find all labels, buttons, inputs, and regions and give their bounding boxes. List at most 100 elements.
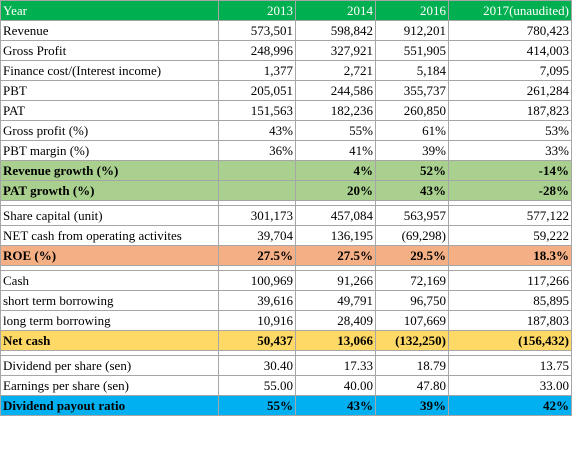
cell: 10,916 [218,310,296,331]
cell: -14% [448,160,572,181]
cell: 39% [375,395,449,416]
cell: 47.80 [375,375,449,396]
cell: 187,823 [448,100,572,121]
cell: Gross profit (%) [0,120,219,141]
cell: 59,222 [448,225,572,246]
cell: 551,905 [375,40,449,61]
cell: PBT [0,80,219,101]
cell: Dividend payout ratio [0,395,219,416]
cell: 61% [375,120,449,141]
cell: 43% [375,180,449,201]
cell: 39,704 [218,225,296,246]
data-row: Revenue growth (%) 4% 52% -14% [0,160,572,181]
cell: Cash [0,270,219,291]
cell: NET cash from operating activites [0,225,219,246]
cell: 13,066 [295,330,376,351]
data-row: PAT growth (%) 20% 43% -28% [0,180,572,201]
cell: 260,850 [375,100,449,121]
cell: 577,122 [448,205,572,226]
cell: 2017(unaudited) [448,0,572,21]
cell: 39% [375,140,449,161]
cell: 13.75 [448,355,572,376]
cell: 43% [295,395,376,416]
data-row: Earnings per share (sen) 55.00 40.00 47.80 3… [0,375,572,396]
cell: 301,173 [218,205,296,226]
cell: 2016 [375,0,449,21]
data-row: PBT 205,051 244,586 355,737 261,284 [0,80,572,101]
cell: 27.5% [295,245,376,266]
cell: 355,737 [375,80,449,101]
data-row: Revenue 573,501 598,842 912,201 780,423 [0,20,572,41]
cell: 2014 [295,0,376,21]
cell: 33.00 [448,375,572,396]
data-row: Finance cost/(Interest income) 1,377 2,721… [0,60,572,81]
cell: 50,437 [218,330,296,351]
cell: 414,003 [448,40,572,61]
cell: 27.5% [218,245,296,266]
cell: (156,432) [448,330,572,351]
cell: Earnings per share (sen) [0,375,219,396]
data-row: PBT margin (%) 36% 41% 39% 33% [0,140,572,161]
data-row: long term borrowing 10,916 28,409 107,669 18… [0,310,572,331]
cell: 55.00 [218,375,296,396]
data-row: PAT 151,563 182,236 260,850 187,823 [0,100,572,121]
cell: 53% [448,120,572,141]
cell: Share capital (unit) [0,205,219,226]
cell: 20% [295,180,376,201]
cell: 42% [448,395,572,416]
cell: 136,195 [295,225,376,246]
cell: 18.3% [448,245,572,266]
cell: 29.5% [375,245,449,266]
cell: 107,669 [375,310,449,331]
cell: Dividend per share (sen) [0,355,219,376]
cell: short term borrowing [0,290,219,311]
cell: 30.40 [218,355,296,376]
cell: 205,051 [218,80,296,101]
cell: Revenue growth (%) [0,160,219,181]
cell: (132,250) [375,330,449,351]
data-row: Net cash 50,437 13,066 (132,250) (156,432) [0,330,572,351]
cell: 100,969 [218,270,296,291]
cell: 85,895 [448,290,572,311]
data-row: ROE (%) 27.5% 27.5% 29.5% 18.3% [0,245,572,266]
cell: 244,586 [295,80,376,101]
cell: 55% [295,120,376,141]
data-row: NET cash from operating activites 39,704 1… [0,225,572,246]
cell: 457,084 [295,205,376,226]
cell: 72,169 [375,270,449,291]
cell: Net cash [0,330,219,351]
cell: ROE (%) [0,245,219,266]
cell: 2,721 [295,60,376,81]
cell: PAT [0,100,219,121]
header-row: Year 2013 2014 2016 2017(unaudited) [0,0,572,21]
cell: PAT growth (%) [0,180,219,201]
cell: PBT margin (%) [0,140,219,161]
data-row: Dividend per share (sen) 30.40 17.33 18.79 1… [0,355,572,376]
cell: 4% [295,160,376,181]
cell: Revenue [0,20,219,41]
cell: 39,616 [218,290,296,311]
cell: 2013 [218,0,296,21]
cell: 912,201 [375,20,449,41]
cell: 18.79 [375,355,449,376]
cell: 91,266 [295,270,376,291]
cell: 41% [295,140,376,161]
data-row: Share capital (unit) 301,173 457,084 563,95… [0,205,572,226]
financial-table: Year 2013 2014 2016 2017(unaudited) Revenue 57… [0,0,572,416]
cell: long term borrowing [0,310,219,331]
cell: Year [0,0,219,21]
cell: 7,095 [448,60,572,81]
cell: 573,501 [218,20,296,41]
cell: 187,803 [448,310,572,331]
cell: 52% [375,160,449,181]
data-row: Gross profit (%) 43% 55% 61% 53% [0,120,572,141]
cell: 36% [218,140,296,161]
cell: 248,996 [218,40,296,61]
cell: 5,184 [375,60,449,81]
cell: 43% [218,120,296,141]
cell: 261,284 [448,80,572,101]
cell: 28,409 [295,310,376,331]
data-row: Dividend payout ratio 55% 43% 39% 42% [0,395,572,416]
cell: 96,750 [375,290,449,311]
cell: 780,423 [448,20,572,41]
